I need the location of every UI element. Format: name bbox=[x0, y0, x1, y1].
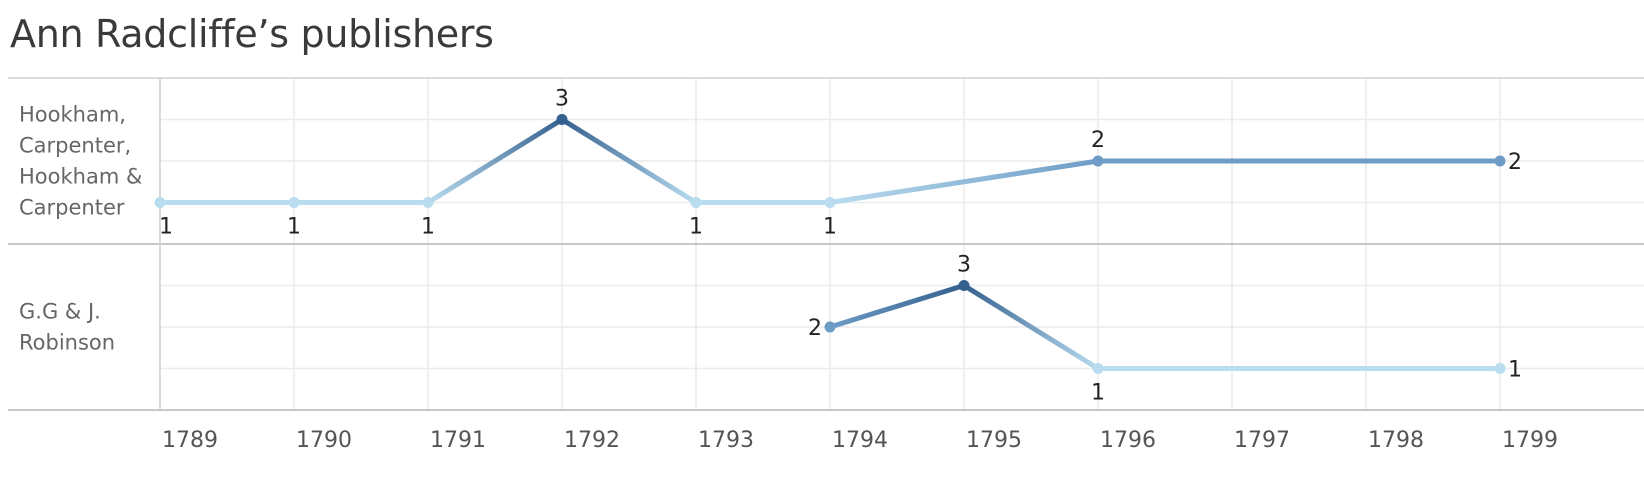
data-point[interactable] bbox=[1494, 155, 1506, 167]
series-segment bbox=[827, 158, 1101, 205]
row-label-line: Hookham & bbox=[19, 165, 142, 189]
data-label: 1 bbox=[1091, 381, 1105, 406]
data-label: 1 bbox=[823, 215, 837, 240]
data-point[interactable] bbox=[1092, 155, 1104, 167]
data-labels: 1 1 1 3 1 1 2 2 2 3 1 1 bbox=[159, 87, 1522, 406]
x-tick-label: 1792 bbox=[564, 428, 620, 453]
data-label: 1 bbox=[287, 215, 301, 240]
data-point[interactable] bbox=[154, 197, 166, 208]
x-tick-label: 1794 bbox=[832, 428, 888, 453]
panel-separators bbox=[8, 77, 1644, 411]
page-title: Ann Radcliffe’s publishers bbox=[10, 12, 494, 56]
data-label: 2 bbox=[1508, 150, 1522, 175]
row-labels: Hookham, Carpenter, Hookham & Carpenter G.G … bbox=[19, 103, 142, 355]
data-point[interactable] bbox=[958, 280, 970, 291]
x-tick-label: 1795 bbox=[966, 428, 1022, 453]
series-segment bbox=[827, 283, 967, 330]
row-label-line: Carpenter, bbox=[19, 134, 131, 158]
data-label: 2 bbox=[808, 316, 822, 341]
x-tick-label: 1797 bbox=[1234, 428, 1290, 453]
data-point[interactable] bbox=[556, 114, 568, 125]
x-tick-label: 1789 bbox=[162, 428, 218, 453]
row-label-line: Hookham, bbox=[19, 103, 126, 127]
data-point[interactable] bbox=[690, 197, 702, 208]
data-point[interactable] bbox=[422, 197, 434, 208]
data-label: 3 bbox=[957, 253, 971, 278]
data-point[interactable] bbox=[824, 197, 836, 208]
x-tick-label: 1798 bbox=[1368, 428, 1424, 453]
series-segment bbox=[961, 283, 1101, 371]
data-label: 3 bbox=[555, 87, 569, 112]
data-point[interactable] bbox=[1092, 363, 1104, 374]
data-label: 1 bbox=[421, 215, 435, 240]
x-tick-label: 1793 bbox=[698, 428, 754, 453]
row-label-line: Robinson bbox=[19, 331, 115, 355]
row-label-line: Carpenter bbox=[19, 196, 125, 220]
data-label: 1 bbox=[1508, 358, 1522, 383]
series-segment bbox=[425, 117, 565, 205]
data-label: 2 bbox=[1091, 128, 1105, 153]
x-tick-label: 1791 bbox=[430, 428, 486, 453]
x-tick-label: 1799 bbox=[1502, 428, 1558, 453]
row-label-line: G.G & J. bbox=[19, 300, 101, 324]
data-label: 1 bbox=[689, 215, 703, 240]
x-tick-label: 1790 bbox=[296, 428, 352, 453]
x-axis: 1789 1790 1791 1792 1793 1794 1795 1796 1797 1798… bbox=[162, 428, 1558, 453]
data-point[interactable] bbox=[824, 321, 836, 333]
data-label: 1 bbox=[159, 215, 173, 240]
series-lines bbox=[157, 117, 1503, 371]
data-point[interactable] bbox=[1494, 363, 1506, 374]
series-segment bbox=[559, 117, 699, 205]
data-point[interactable] bbox=[288, 197, 300, 208]
data-points bbox=[154, 114, 1506, 374]
x-tick-label: 1796 bbox=[1100, 428, 1156, 453]
